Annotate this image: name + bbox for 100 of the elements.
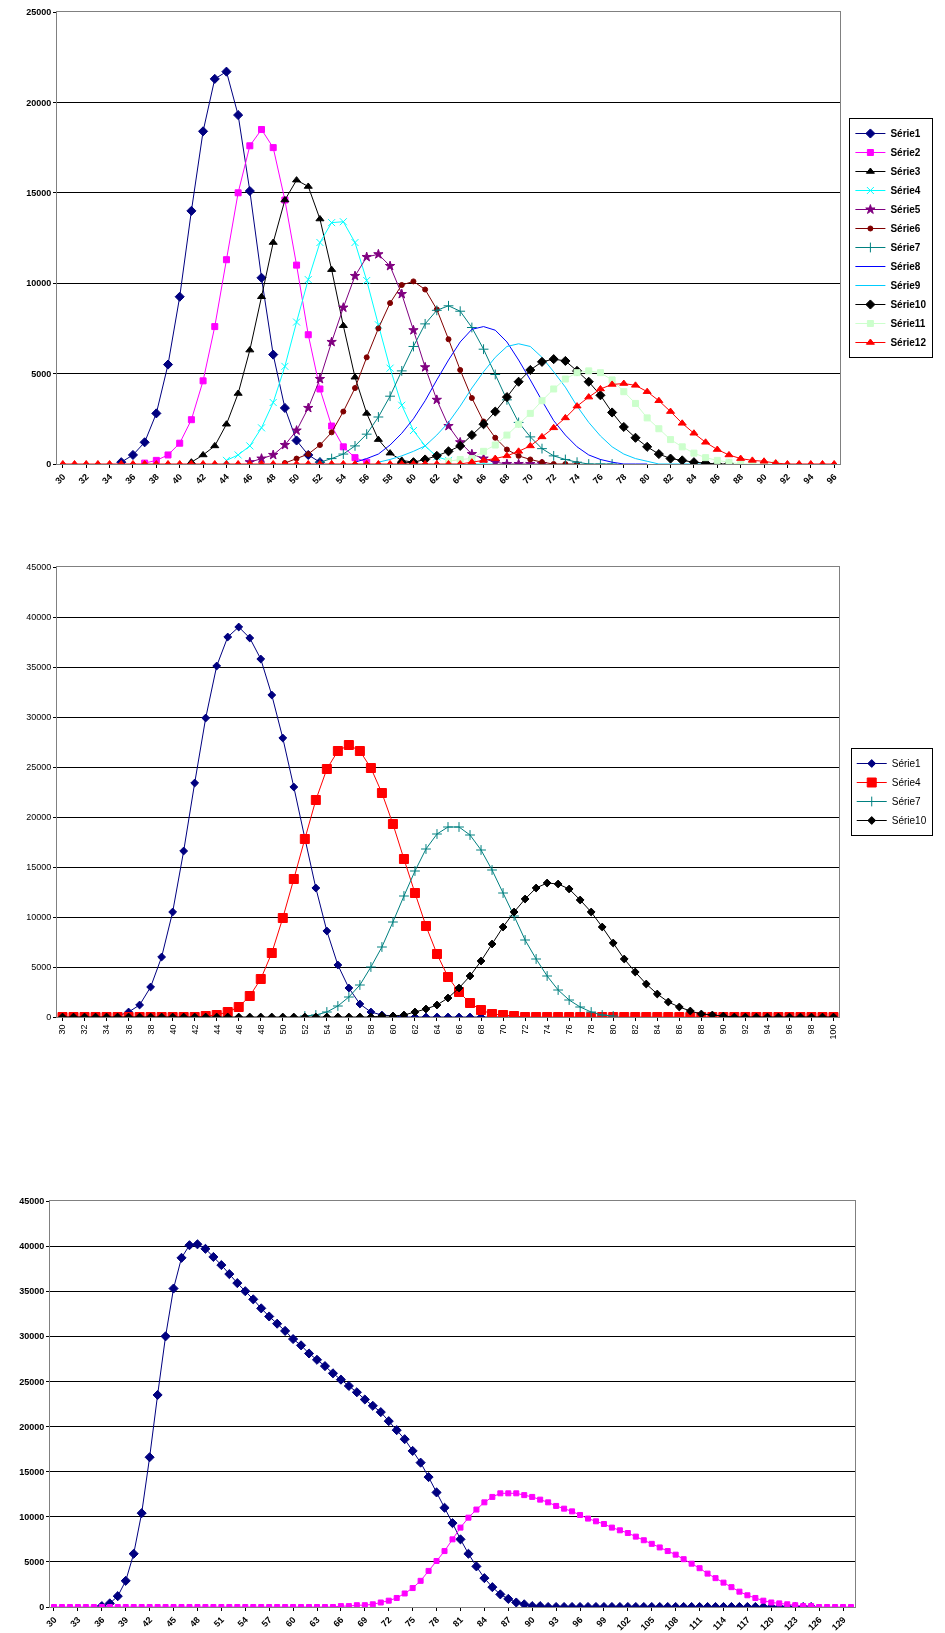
x-tick-label: 82 [660,471,676,486]
legend-label: Série11 [890,318,926,330]
x-tick-label: 94 [762,1024,773,1035]
x-tick-label: 72 [379,1614,394,1629]
x-tick-label: 96 [824,471,839,486]
x-tick-label: 129 [829,1614,848,1633]
x-tick-label: 48 [187,1614,203,1629]
y-tick-label: 0 [39,1602,45,1613]
x-tick-label: 44 [211,1024,222,1035]
x-tick-label: 117 [734,1614,752,1633]
x-tick-label: 42 [140,1614,155,1629]
x-tick-label: 39 [116,1614,131,1629]
x-tick-label: 68 [475,1024,486,1035]
x-tick-label: 94 [801,471,816,486]
x-tick-label: 99 [594,1614,609,1629]
x-tick-label: 123 [782,1614,800,1633]
y-tick-label: 45000 [26,562,52,573]
x-tick-label: 75 [403,1614,418,1629]
x-tick-label: 36 [123,471,138,486]
x-tick-label: 50 [277,1024,288,1035]
x-tick-label: 30 [44,1614,59,1629]
x-tick-label: 80 [608,1024,619,1035]
x-tick-label: 86 [707,471,722,486]
x-tick-label: 78 [427,1614,442,1629]
y-tick-label: 15000 [19,1466,45,1477]
x-tick-label: 34 [100,471,115,486]
y-tick-label: 45000 [19,1196,45,1207]
y-tick-label: 20000 [26,97,52,108]
x-tick-label: 60 [283,1614,298,1629]
x-tick-label: 93 [546,1614,561,1629]
x-tick-label: 92 [777,471,793,486]
legend-label: Série12 [890,337,927,349]
x-tick-label: 64 [431,1024,442,1035]
y-tick-label: 10000 [19,1511,45,1522]
x-tick-label: 57 [259,1614,274,1629]
y-tick-label: 40000 [26,612,52,623]
x-tick-label: 51 [211,1614,226,1629]
x-tick-label: 120 [758,1614,776,1633]
x-tick-label: 92 [740,1024,751,1035]
x-tick-label: 44 [216,471,232,486]
x-tick-label: 32 [79,1024,90,1035]
x-tick-label: 34 [101,1024,112,1035]
y-tick-label: 5000 [31,368,52,379]
x-tick-label: 60 [387,1024,398,1035]
x-tick-label: 58 [380,471,395,486]
x-tick-label: 50 [287,471,302,486]
x-tick-label: 30 [57,1024,68,1035]
x-tick-label: 72 [544,471,559,486]
x-tick-label: 56 [343,1024,354,1035]
x-tick-label: 32 [76,471,91,486]
legend-label: Série1 [890,128,921,140]
x-tick-label: 62 [427,471,442,486]
legend-label: Série7 [891,796,922,808]
legend-label: Série5 [890,204,921,216]
x-tick-label: 74 [567,471,582,486]
x-tick-label: 76 [590,471,606,486]
x-tick-label: 126 [806,1614,824,1633]
y-tick-label: 10000 [26,278,52,289]
legend-label: Série7 [890,242,921,254]
x-tick-label: 81 [450,1614,466,1629]
x-tick-label: 54 [333,471,348,486]
x-tick-label: 54 [235,1614,250,1629]
x-tick-label: 88 [696,1024,707,1035]
legend-label: Série8 [890,261,921,273]
x-tick-label: 63 [307,1614,322,1629]
legend-label: Série9 [890,280,921,292]
y-tick-label: 20000 [19,1421,45,1432]
y-tick-label: 25000 [19,1376,45,1387]
x-tick-label: 48 [255,1024,266,1035]
y-tick-label: 20000 [26,812,52,823]
y-tick-label: 0 [46,459,52,470]
x-tick-label: 36 [123,1024,134,1035]
x-tick-label: 90 [718,1024,729,1035]
y-tick-label: 30000 [19,1331,45,1342]
x-tick-label: 70 [497,1024,508,1035]
x-tick-label: 33 [68,1614,83,1629]
y-tick-label: 0 [46,1012,52,1023]
x-tick-label: 62 [409,1024,420,1035]
x-tick-label: 66 [474,471,489,486]
x-tick-label: 69 [355,1614,370,1629]
x-tick-label: 102 [614,1614,633,1633]
x-tick-label: 42 [189,1024,200,1035]
x-tick-label: 70 [520,471,535,486]
x-tick-label: 52 [310,471,325,486]
y-tick-label: 25000 [26,762,52,773]
x-tick-label: 52 [299,1024,310,1035]
x-tick-label: 88 [731,471,746,486]
x-tick-label: 54 [321,1024,332,1035]
legend-label: Série1 [891,758,922,770]
x-tick-label: 38 [146,471,161,486]
y-tick-label: 25000 [26,7,52,18]
x-tick-label: 36 [92,1614,107,1629]
x-tick-label: 74 [542,1024,553,1035]
x-tick-label: 96 [570,1614,585,1629]
x-tick-label: 86 [674,1024,685,1035]
x-tick-label: 78 [614,471,629,486]
x-tick-label: 87 [498,1614,513,1629]
x-tick-label: 66 [331,1614,346,1629]
x-tick-label: 114 [710,1614,729,1633]
x-tick-label: 111 [687,1614,705,1632]
